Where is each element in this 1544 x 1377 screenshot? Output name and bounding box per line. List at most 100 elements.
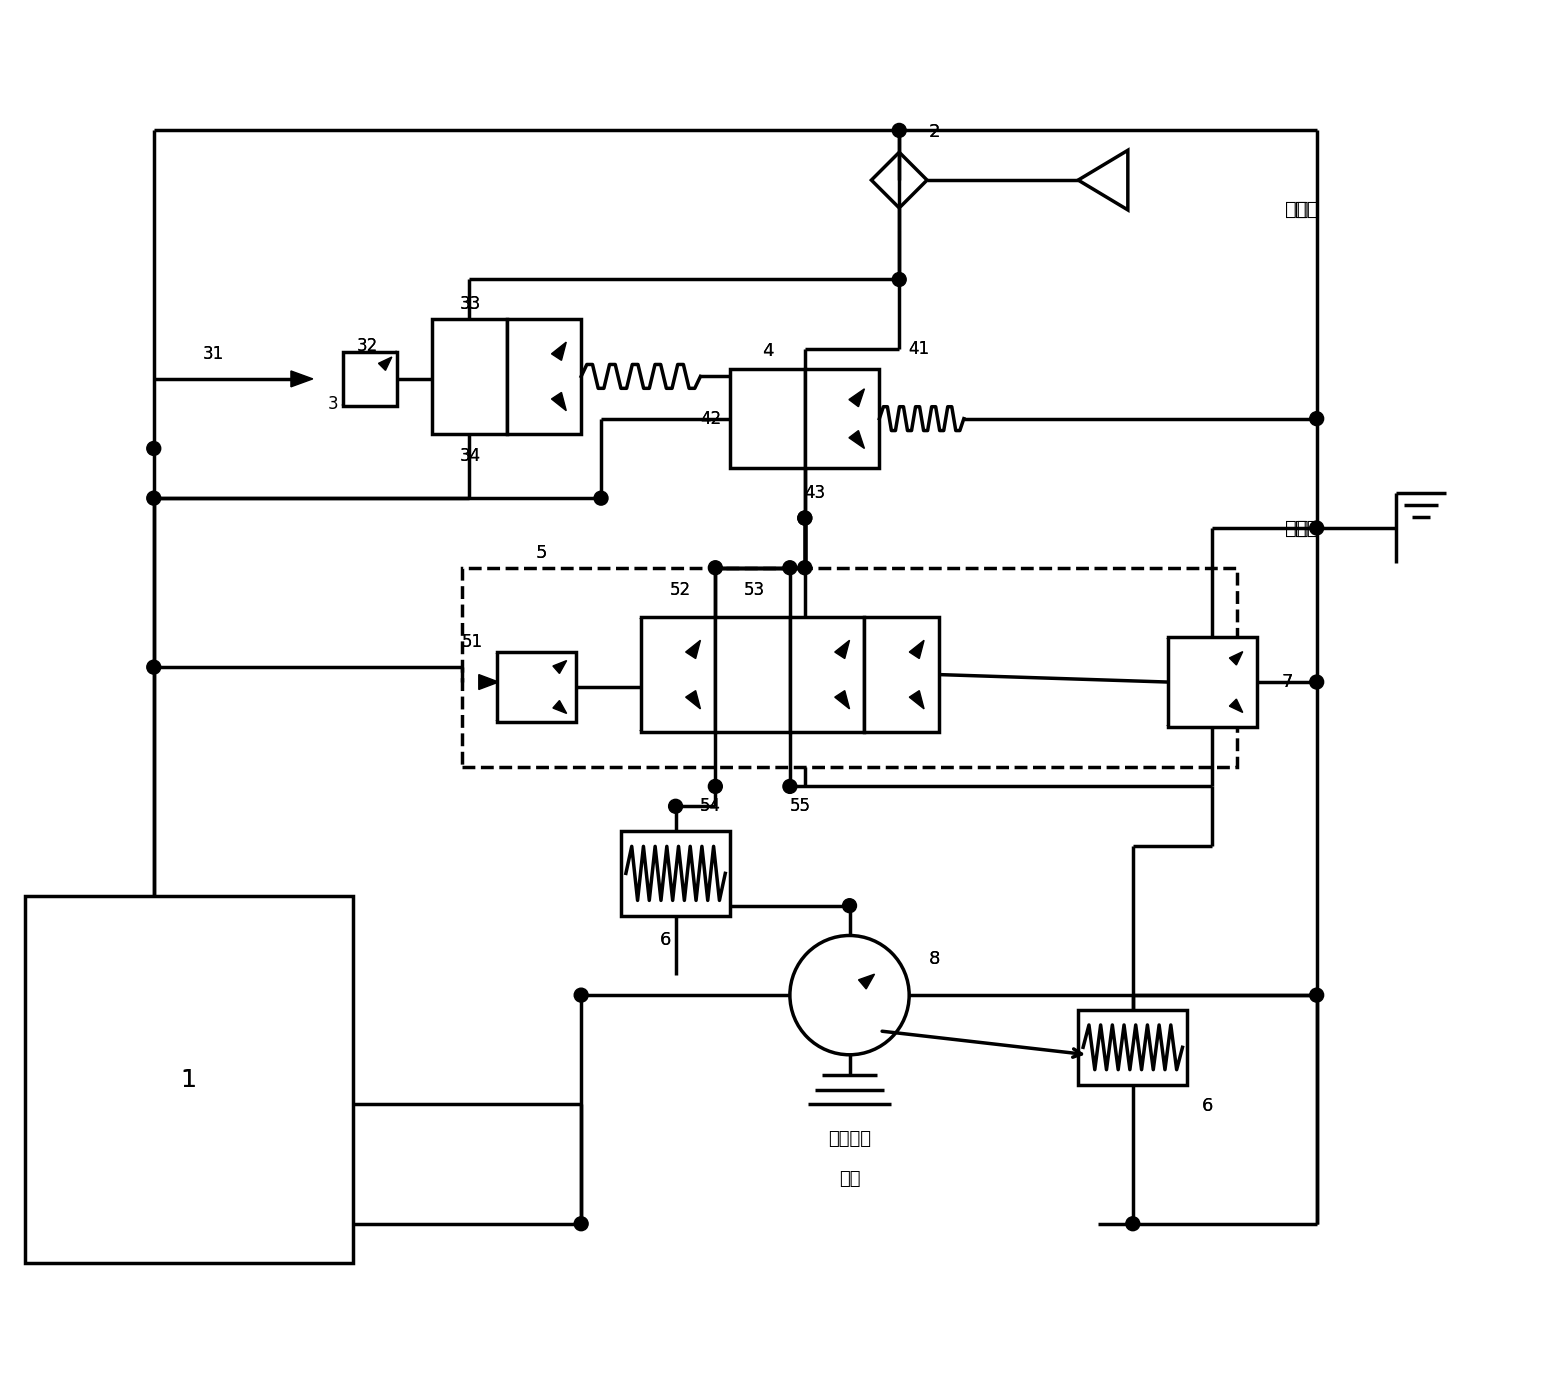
Circle shape bbox=[892, 124, 906, 138]
Circle shape bbox=[1309, 989, 1323, 1002]
Polygon shape bbox=[835, 640, 849, 658]
Polygon shape bbox=[378, 357, 392, 370]
Text: 31: 31 bbox=[202, 346, 224, 364]
Text: 8: 8 bbox=[928, 950, 940, 968]
Circle shape bbox=[843, 899, 857, 913]
Bar bbox=[641, 617, 715, 731]
Circle shape bbox=[892, 273, 906, 286]
Bar bbox=[804, 369, 880, 468]
Text: 51: 51 bbox=[462, 633, 482, 651]
Bar bbox=[462, 567, 1237, 767]
Polygon shape bbox=[849, 431, 865, 449]
Text: 7: 7 bbox=[1282, 673, 1292, 691]
Text: 53: 53 bbox=[744, 581, 766, 599]
Circle shape bbox=[669, 799, 682, 814]
Bar bbox=[621, 832, 730, 916]
Text: 55: 55 bbox=[789, 797, 811, 815]
Circle shape bbox=[798, 511, 812, 525]
Circle shape bbox=[1309, 675, 1323, 688]
Text: 3: 3 bbox=[327, 395, 338, 413]
Text: 6: 6 bbox=[1201, 1097, 1214, 1115]
Text: 2: 2 bbox=[928, 124, 940, 142]
Polygon shape bbox=[849, 388, 865, 406]
Text: 供油: 供油 bbox=[1285, 201, 1309, 219]
Text: 4: 4 bbox=[763, 341, 774, 359]
Bar bbox=[25, 895, 352, 1264]
Polygon shape bbox=[1229, 651, 1243, 665]
Text: 52: 52 bbox=[670, 581, 690, 599]
Bar bbox=[1078, 1011, 1187, 1085]
Text: 54: 54 bbox=[699, 797, 721, 815]
Text: 31: 31 bbox=[202, 346, 224, 364]
Text: 53: 53 bbox=[744, 581, 766, 599]
Polygon shape bbox=[909, 640, 923, 658]
Circle shape bbox=[574, 989, 588, 1002]
Text: 8: 8 bbox=[928, 950, 940, 968]
Polygon shape bbox=[1229, 700, 1243, 712]
Text: 6: 6 bbox=[1201, 1097, 1214, 1115]
Text: 回油: 回油 bbox=[1295, 519, 1319, 537]
Text: 2: 2 bbox=[928, 124, 940, 142]
Circle shape bbox=[798, 560, 812, 574]
Text: 41: 41 bbox=[908, 340, 929, 358]
Text: 42: 42 bbox=[699, 409, 721, 428]
Polygon shape bbox=[553, 661, 567, 673]
Text: 旋转运动: 旋转运动 bbox=[828, 1131, 871, 1148]
Text: 42: 42 bbox=[699, 409, 721, 428]
Polygon shape bbox=[553, 701, 567, 713]
Text: 5: 5 bbox=[536, 544, 547, 562]
Text: 1: 1 bbox=[181, 1067, 196, 1092]
Text: 33: 33 bbox=[459, 295, 480, 314]
Text: 6: 6 bbox=[659, 931, 672, 950]
Text: 供油: 供油 bbox=[1295, 201, 1319, 219]
Bar bbox=[343, 351, 397, 406]
Circle shape bbox=[783, 560, 797, 574]
Text: 32: 32 bbox=[357, 337, 378, 355]
Bar bbox=[715, 617, 791, 731]
Circle shape bbox=[147, 660, 161, 675]
Bar bbox=[506, 319, 581, 434]
Text: 34: 34 bbox=[459, 448, 480, 465]
Text: 7: 7 bbox=[1282, 673, 1292, 691]
Text: 54: 54 bbox=[699, 797, 721, 815]
Text: 32: 32 bbox=[357, 337, 378, 355]
Text: 33: 33 bbox=[459, 295, 480, 314]
Polygon shape bbox=[686, 691, 701, 709]
Text: 6: 6 bbox=[659, 931, 672, 950]
Polygon shape bbox=[551, 341, 567, 361]
Circle shape bbox=[709, 779, 723, 793]
Text: 34: 34 bbox=[459, 448, 480, 465]
Text: 1: 1 bbox=[181, 1067, 196, 1092]
Text: 51: 51 bbox=[462, 633, 482, 651]
Bar bbox=[497, 653, 576, 722]
Polygon shape bbox=[479, 675, 499, 690]
Polygon shape bbox=[551, 392, 567, 410]
Text: 回油: 回油 bbox=[1285, 519, 1309, 537]
Polygon shape bbox=[290, 370, 313, 387]
Polygon shape bbox=[835, 691, 849, 709]
Polygon shape bbox=[686, 640, 701, 658]
Bar bbox=[791, 617, 865, 731]
Text: 机构: 机构 bbox=[838, 1170, 860, 1188]
Text: 41: 41 bbox=[908, 340, 929, 358]
Bar bbox=[730, 369, 804, 468]
Polygon shape bbox=[858, 974, 874, 989]
Circle shape bbox=[709, 560, 723, 574]
Bar bbox=[1167, 638, 1257, 727]
Text: 43: 43 bbox=[804, 485, 826, 503]
Text: 43: 43 bbox=[804, 485, 826, 503]
Circle shape bbox=[574, 1217, 588, 1231]
Circle shape bbox=[594, 492, 608, 505]
Circle shape bbox=[147, 442, 161, 456]
Circle shape bbox=[147, 492, 161, 505]
Circle shape bbox=[783, 779, 797, 793]
Text: 55: 55 bbox=[789, 797, 811, 815]
Circle shape bbox=[1126, 1217, 1139, 1231]
Text: 4: 4 bbox=[763, 341, 774, 359]
Polygon shape bbox=[909, 691, 923, 709]
Circle shape bbox=[798, 511, 812, 525]
Circle shape bbox=[791, 935, 909, 1055]
Text: 5: 5 bbox=[536, 544, 547, 562]
Circle shape bbox=[1309, 412, 1323, 425]
Circle shape bbox=[1309, 521, 1323, 534]
